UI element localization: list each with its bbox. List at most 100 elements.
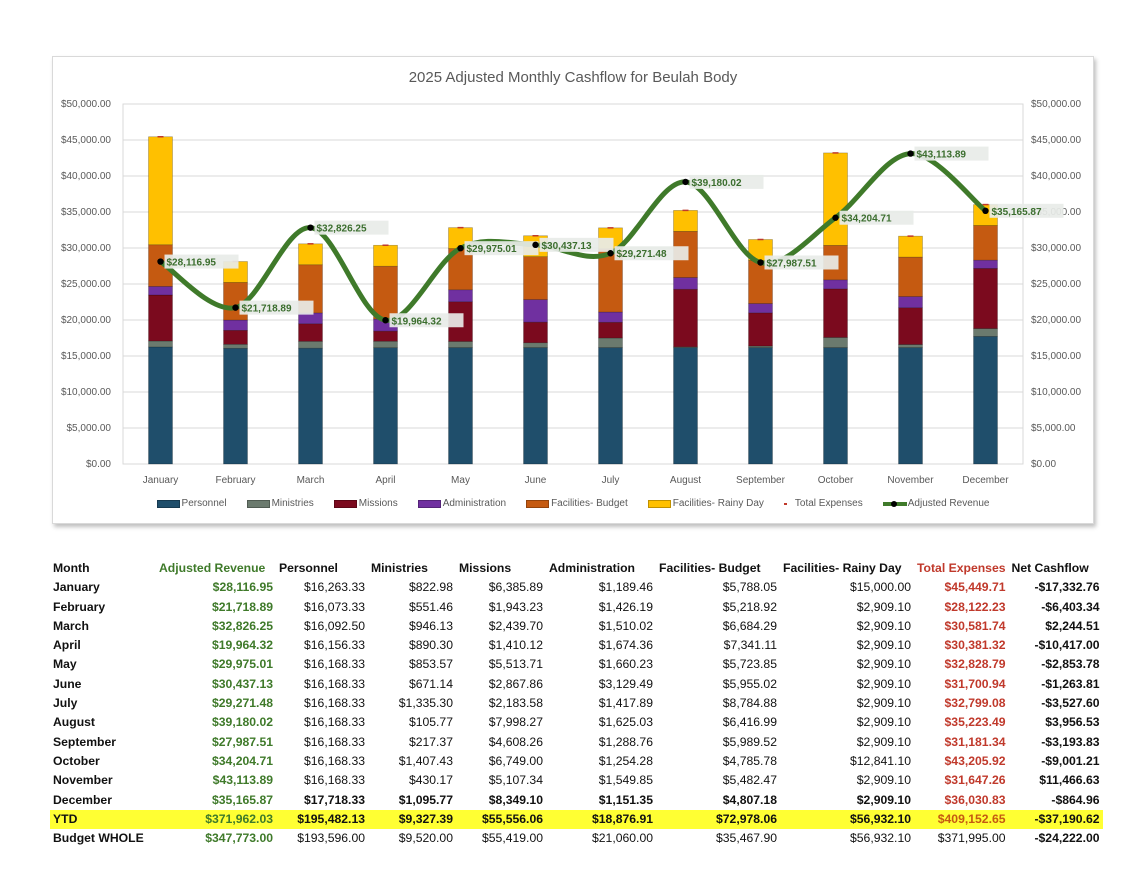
legend-label: Total Expenses [794,498,863,509]
cell-net-cashflow: -$9,001.21 [1041,753,1100,768]
cell-missions: $2,183.58 [488,696,543,711]
adjusted-revenue-point [532,241,539,249]
legend-item-facilities-budget: Facilities- Budget [526,498,628,509]
cell-total-expenses: $409,152.65 [914,809,1009,830]
cell-personnel: $16,168.33 [304,657,365,672]
cell-facilities-rainy-day: $2,909.10 [856,599,911,614]
cell-total-expenses: $32,799.08 [944,696,1006,711]
cell-personnel: $16,073.33 [304,599,365,614]
cell-personnel: $16,092.50 [304,618,365,633]
bar-segment-missions [973,268,998,329]
cell-net-cashflow: $11,466.63 [1039,773,1100,788]
cell-net-cashflow: -$2,853.78 [1041,657,1100,672]
cell-month: June [53,676,82,691]
x-tick-label: July [602,475,620,486]
legend-line-marker-icon [882,499,907,509]
data-label-bg [614,246,689,261]
cell-missions: $7,998.27 [488,715,543,730]
adjusted-revenue-data-label: $39,180.02 [692,178,742,189]
cell-facilities-budget: $72,978.06 [656,809,780,830]
cell-ministries: $890.30 [408,638,453,653]
data-label-bg [689,174,764,189]
cell-administration: $1,510.02 [598,618,653,633]
bar-segment-facilities-rainy-day [898,235,923,258]
table-row-ytd: YTD $371,962.03 $195,482.13 $9,327.39 $55,55… [50,809,1103,830]
cell-ministries: $551.46 [408,599,453,614]
cell-ministries: $9,327.39 [368,809,456,830]
cell-administration: $1,417.89 [598,696,653,711]
bar-segment-facilities-budget [523,256,548,300]
bar-segment-ministries [973,328,998,337]
bar-segment-missions [523,321,548,344]
adjusted-revenue-point [157,258,164,265]
cell-month: Budget WHOLE [53,831,144,846]
cell-missions: $6,749.00 [488,753,543,768]
legend-label: Missions [358,498,398,509]
cell-net-cashflow: $2,244.51 [1045,618,1100,633]
y-tick-label-right: $5,000.00 [1031,423,1076,434]
bar-segment-ministries [448,341,473,348]
table-row: January $28,116.95 $16,263.33 $822.98 $6,385… [50,578,1103,597]
cell-adjusted-revenue: $39,180.02 [212,715,273,730]
cell-ministries: $822.98 [408,580,453,595]
x-tick-label: April [375,475,395,486]
data-label-bg [539,237,614,252]
cell-missions: $1,410.12 [488,638,543,653]
cell-month: November [53,773,113,788]
cell-administration: $1,549.85 [598,773,653,788]
table-row: July $29,271.48 $16,168.33 $1,335.30 $2,183.… [50,694,1103,713]
y-tick-label-left: $35,000.00 [61,207,111,218]
adjusted-revenue-data-label: $43,113.89 [917,150,967,161]
bar-segment-administration [898,296,923,309]
cell-personnel: $16,168.33 [304,753,365,768]
data-label-bg [839,210,914,225]
legend-swatch-personnel [156,499,180,508]
adjusted-revenue-point [307,224,314,231]
cell-month: July [53,696,78,711]
bar-segment-personnel [148,346,173,465]
legend-label: Personnel [181,498,227,509]
x-tick-label: October [818,475,854,486]
y-tick-label-left: $45,000.00 [61,135,111,146]
bar-segment-ministries [598,337,623,348]
x-tick-label: December [962,475,1009,486]
bar-segment-facilities-rainy-day [373,244,398,267]
bar-segment-missions [898,307,923,345]
adjusted-revenue-point [832,214,839,221]
cell-missions: $55,556.06 [456,809,546,830]
cell-total-expenses: $45,449.71 [944,580,1006,595]
cell-total-expenses: $31,647.26 [944,773,1006,788]
bar-segment-administration [673,277,698,290]
cell-month: April [53,638,81,653]
table-row: June $30,437.13 $16,168.33 $671.14 $2,867.86… [50,675,1103,694]
cell-facilities-budget: $8,784.88 [722,696,777,711]
cell-ministries: $946.13 [408,618,453,633]
x-tick-label: August [670,475,701,486]
cell-missions: $5,513.71 [488,657,543,672]
cell-adjusted-revenue: $28,116.95 [212,580,273,595]
bar-segment-facilities-budget [898,256,923,297]
cell-month: March [53,618,89,633]
legend-item-adjusted-revenue: Adjusted Revenue [882,498,989,509]
bar-segment-personnel [823,347,848,465]
data-label-bg [164,254,239,269]
cell-net-cashflow: $3,956.53 [1045,715,1100,730]
bar-segment-facilities-budget [373,265,398,320]
cell-facilities-rainy-day: $2,909.10 [856,676,911,691]
bar-segment-administration [748,303,773,314]
cell-missions: $1,943.23 [488,599,543,614]
bar-segment-missions [748,312,773,347]
adjusted-revenue-point [757,259,764,266]
cell-administration: $1,288.76 [598,734,653,749]
data-label-bg [314,220,389,235]
bar-segment-missions [598,321,623,339]
cell-facilities-rainy-day: $2,909.10 [856,657,911,672]
cell-administration: $1,625.03 [598,715,653,730]
bar-segment-personnel [748,347,773,465]
cell-adjusted-revenue: $19,964.32 [212,638,273,653]
bar-segment-facilities-rainy-day [823,152,848,246]
chart-legend: Personnel Ministries Missions Administra… [53,498,1093,509]
cell-ministries: $1,407.43 [398,753,453,768]
adjusted-revenue-point [457,244,464,252]
adjusted-revenue-line [158,151,988,323]
